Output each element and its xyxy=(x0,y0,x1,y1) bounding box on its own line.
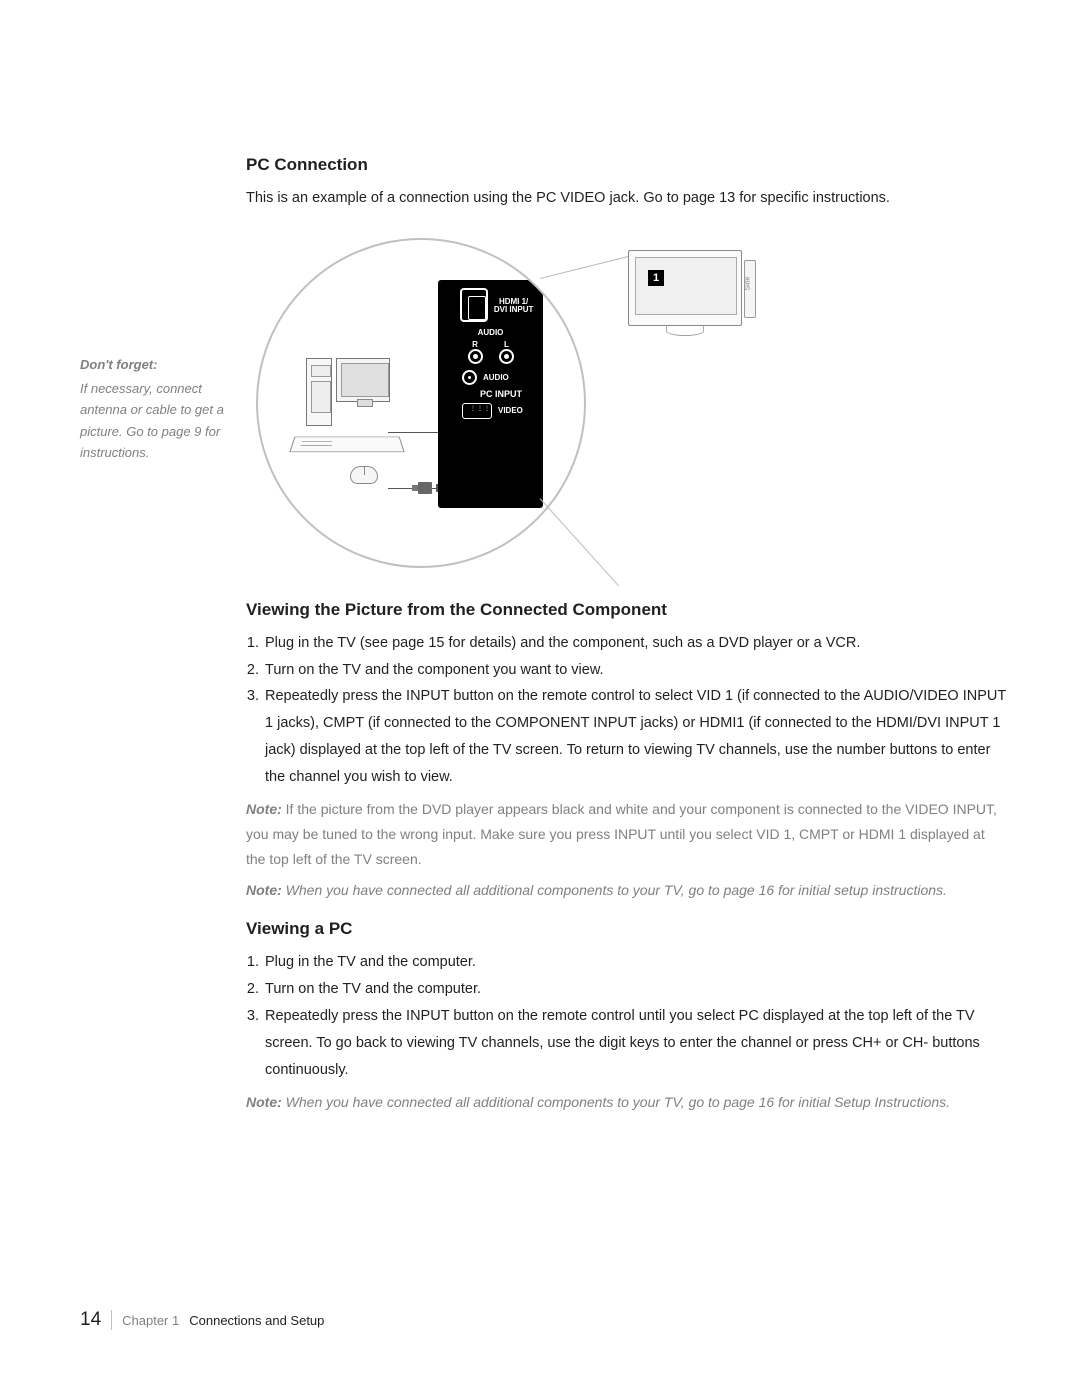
viewing-pc-section: Viewing a PC Plug in the TV and the comp… xyxy=(246,919,1006,1114)
viewing-component-heading: Viewing the Picture from the Connected C… xyxy=(246,600,1006,620)
video-port-label: VIDEO xyxy=(498,406,523,415)
pc-tower-icon xyxy=(306,358,332,426)
audio-label: AUDIO xyxy=(444,328,537,337)
note-prefix: Note: xyxy=(246,882,282,898)
viewing-pc-note: Note: When you have connected all additi… xyxy=(246,1090,1006,1115)
viewing-component-section: Viewing the Picture from the Connected C… xyxy=(246,600,1006,904)
vga-port-icon xyxy=(462,403,492,419)
note-prefix: Note: xyxy=(246,801,282,817)
pc-connection-intro: This is an example of a connection using… xyxy=(246,185,1006,212)
sidebar-heading: Don't forget: xyxy=(80,357,230,372)
note-text: When you have connected all additional c… xyxy=(282,882,947,898)
tv-stand xyxy=(666,326,704,336)
projection-line-bottom xyxy=(540,498,620,586)
tv-icon: 1 Side xyxy=(628,250,756,344)
footer-divider xyxy=(111,1310,112,1330)
chapter-title: Connections and Setup xyxy=(189,1313,324,1328)
tv-input-panel: HDMI 1/DVI INPUT AUDIO R L AUDIO PC INPU… xyxy=(438,280,543,508)
step-2: Turn on the TV and the component you wan… xyxy=(263,657,1006,684)
pc-input-label: PC INPUT xyxy=(444,389,537,399)
r-label: R xyxy=(472,340,478,349)
sidebar-text: If necessary, connect antenna or cable t… xyxy=(80,378,230,464)
diagram-circle: HDMI 1/DVI INPUT AUDIO R L AUDIO PC INPU… xyxy=(256,238,586,568)
pc-step-3: Repeatedly press the INPUT button on the… xyxy=(263,1003,1006,1083)
audio-jack-label: AUDIO xyxy=(483,373,509,382)
tv-side-label: Side xyxy=(744,276,751,290)
viewing-pc-heading: Viewing a PC xyxy=(246,919,1006,939)
chapter-label: Chapter 1 xyxy=(122,1313,179,1328)
l-label: L xyxy=(504,340,509,349)
rca-labels: R L xyxy=(444,340,537,349)
viewing-component-steps: Plug in the TV (see page 15 for details)… xyxy=(246,630,1006,791)
keyboard-icon xyxy=(288,420,408,462)
note-prefix: Note: xyxy=(246,1094,282,1110)
audio-jack-icon xyxy=(462,370,477,385)
viewing-note-2: Note: When you have connected all additi… xyxy=(246,878,1006,903)
rca-jacks xyxy=(444,349,537,364)
pc-step-2: Turn on the TV and the computer. xyxy=(263,976,1006,1003)
tv-input-badge: 1 xyxy=(648,270,664,286)
audio-cable xyxy=(388,432,440,433)
step-1: Plug in the TV (see page 15 for details)… xyxy=(263,630,1006,657)
sidebar-note: Don't forget: If necessary, connect ante… xyxy=(80,357,230,464)
page-number: 14 xyxy=(80,1309,101,1331)
note-text: When you have connected all additional c… xyxy=(282,1094,950,1110)
connection-diagram: HDMI 1/DVI INPUT AUDIO R L AUDIO PC INPU… xyxy=(256,232,756,572)
pc-step-1: Plug in the TV and the computer. xyxy=(263,949,1006,976)
tv-frame: 1 xyxy=(628,250,742,326)
mouse-icon xyxy=(350,466,378,484)
viewing-pc-steps: Plug in the TV and the computer. Turn on… xyxy=(246,949,1006,1083)
hdmi-label: HDMI 1/DVI INPUT xyxy=(494,298,534,316)
tv-screen: 1 xyxy=(635,257,737,315)
hdmi-port-icon xyxy=(460,288,488,322)
rca-l-icon xyxy=(499,349,514,364)
step-3: Repeatedly press the INPUT button on the… xyxy=(263,683,1006,790)
rca-r-icon xyxy=(468,349,483,364)
audio-jack-row: AUDIO xyxy=(462,370,537,385)
viewing-note-1: Note: If the picture from the DVD player… xyxy=(246,797,1006,873)
pc-connection-heading: PC Connection xyxy=(246,155,1006,175)
page-footer: 14 Chapter 1 Connections and Setup xyxy=(80,1309,324,1331)
note-text: If the picture from the DVD player appea… xyxy=(246,801,997,867)
main-content: PC Connection This is an example of a co… xyxy=(246,155,1006,1121)
pc-monitor-icon xyxy=(336,358,390,402)
